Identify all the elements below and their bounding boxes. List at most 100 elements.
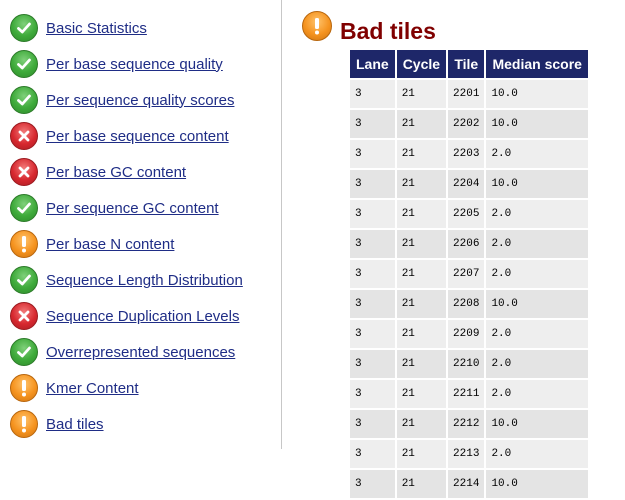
table-cell: 2203	[448, 140, 485, 168]
cross-icon	[10, 122, 38, 150]
module-link[interactable]: Per base sequence content	[46, 127, 229, 145]
table-cell: 21	[396, 380, 447, 408]
sidebar-item: Kmer Content	[10, 373, 278, 403]
table-cell: 2212	[448, 410, 485, 438]
check-icon	[10, 50, 38, 78]
table-cell: 3	[350, 410, 395, 438]
bad-tiles-table: Lane Cycle Tile Median score 3 21 2201 10.0 3 21…	[348, 48, 590, 500]
table-row: 3 21 2211 2.0	[350, 380, 588, 408]
table-cell: 2207	[448, 260, 485, 288]
table-cell: 3	[350, 350, 395, 378]
table-row: 3 21 2205 2.0	[350, 200, 588, 228]
table-cell: 2.0	[486, 200, 588, 228]
module-link[interactable]: Bad tiles	[46, 415, 104, 433]
module-link[interactable]: Sequence Length Distribution	[46, 271, 243, 289]
table-row: 3 21 2214 10.0	[350, 470, 588, 498]
table-cell: 3	[350, 140, 395, 168]
table-cell: 21	[396, 230, 447, 258]
table-row: 3 21 2209 2.0	[350, 320, 588, 348]
table-row: 3 21 2210 2.0	[350, 350, 588, 378]
table-cell: 2201	[448, 80, 485, 108]
table-row: 3 21 2201 10.0	[350, 80, 588, 108]
main-panel: Bad tiles Lane Cycle Tile Median score 3 21 2…	[300, 0, 625, 498]
check-icon	[10, 338, 38, 366]
sidebar-item: Sequence Duplication Levels	[10, 301, 278, 331]
module-link[interactable]: Per sequence GC content	[46, 199, 219, 217]
column-header: Tile	[448, 50, 485, 78]
table-cell: 2.0	[486, 350, 588, 378]
table-cell: 3	[350, 440, 395, 468]
table-cell: 3	[350, 170, 395, 198]
table-cell: 3	[350, 290, 395, 318]
check-icon	[10, 266, 38, 294]
cross-icon	[10, 302, 38, 330]
table-cell: 21	[396, 290, 447, 318]
module-link[interactable]: Kmer Content	[46, 379, 139, 397]
page-title: Bad tiles	[340, 18, 436, 44]
table-cell: 10.0	[486, 110, 588, 138]
table-header-row: Lane Cycle Tile Median score	[350, 50, 588, 78]
sidebar-item: Basic Statistics	[10, 13, 278, 43]
table-cell: 10.0	[486, 410, 588, 438]
table-cell: 2210	[448, 350, 485, 378]
module-link[interactable]: Overrepresented sequences	[46, 343, 236, 361]
table-body: 3 21 2201 10.0 3 21 2202 10.0 3 21 2203 2.0 3 21 2204 1…	[350, 80, 588, 498]
cross-icon	[10, 158, 38, 186]
sidebar-item: Sequence Length Distribution	[10, 265, 278, 295]
table-cell: 21	[396, 170, 447, 198]
column-header: Median score	[486, 50, 588, 78]
sidebar-item: Per sequence quality scores	[10, 85, 278, 115]
table-cell: 2202	[448, 110, 485, 138]
table-row: 3 21 2202 10.0	[350, 110, 588, 138]
table-cell: 2.0	[486, 380, 588, 408]
table-cell: 2.0	[486, 230, 588, 258]
sidebar-item: Bad tiles	[10, 409, 278, 439]
table-cell: 2213	[448, 440, 485, 468]
table-cell: 21	[396, 110, 447, 138]
table-cell: 10.0	[486, 470, 588, 498]
table-cell: 10.0	[486, 290, 588, 318]
check-icon	[10, 14, 38, 42]
table-row: 3 21 2213 2.0	[350, 440, 588, 468]
table-cell: 10.0	[486, 170, 588, 198]
exclamation-icon	[302, 11, 332, 41]
check-icon	[10, 86, 38, 114]
table-cell: 2204	[448, 170, 485, 198]
table-cell: 3	[350, 230, 395, 258]
table-row: 3 21 2206 2.0	[350, 230, 588, 258]
exclamation-icon	[10, 230, 38, 258]
table-cell: 3	[350, 470, 395, 498]
module-link[interactable]: Basic Statistics	[46, 19, 147, 37]
table-cell: 2211	[448, 380, 485, 408]
sidebar-item: Per base sequence content	[10, 121, 278, 151]
module-link[interactable]: Per base N content	[46, 235, 175, 253]
module-link[interactable]: Per sequence quality scores	[46, 91, 235, 109]
sidebar-item: Per base N content	[10, 229, 278, 259]
table-row: 3 21 2207 2.0	[350, 260, 588, 288]
table-cell: 2209	[448, 320, 485, 348]
table-cell: 3	[350, 200, 395, 228]
module-link[interactable]: Sequence Duplication Levels	[46, 307, 240, 325]
table-cell: 2.0	[486, 260, 588, 288]
table-cell: 3	[350, 380, 395, 408]
table-cell: 2.0	[486, 440, 588, 468]
module-link[interactable]: Per base sequence quality	[46, 55, 223, 73]
table-cell: 21	[396, 140, 447, 168]
sidebar-item: Per sequence GC content	[10, 193, 278, 223]
table-cell: 2214	[448, 470, 485, 498]
sidebar-item: Per base GC content	[10, 157, 278, 187]
column-header: Cycle	[396, 50, 447, 78]
table-cell: 3	[350, 80, 395, 108]
module-link[interactable]: Per base GC content	[46, 163, 187, 181]
table-cell: 21	[396, 200, 447, 228]
table-cell: 3	[350, 320, 395, 348]
table-cell: 3	[350, 260, 395, 288]
table-row: 3 21 2204 10.0	[350, 170, 588, 198]
table-cell: 21	[396, 260, 447, 288]
table-cell: 3	[350, 110, 395, 138]
table-cell: 2208	[448, 290, 485, 318]
table-cell: 21	[396, 350, 447, 378]
table-row: 3 21 2203 2.0	[350, 140, 588, 168]
table-cell: 2.0	[486, 320, 588, 348]
sidebar-item: Per base sequence quality	[10, 49, 278, 79]
